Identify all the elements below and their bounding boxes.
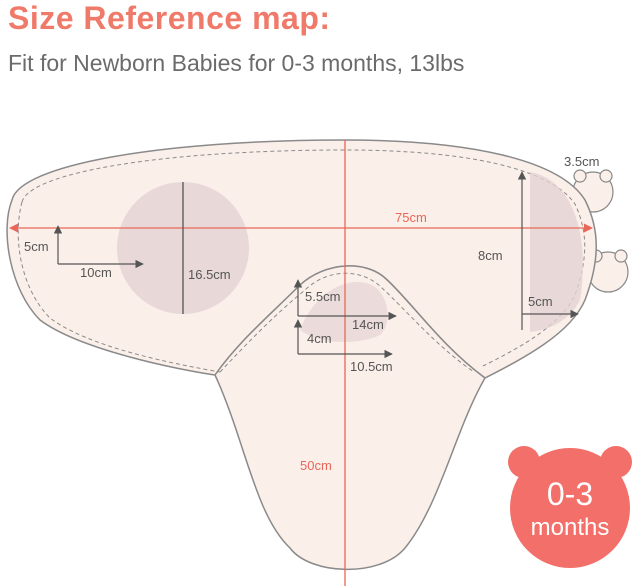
- page-subtitle: Fit for Newborn Babies for 0-3 months, 1…: [8, 50, 465, 76]
- neck-zone: [300, 282, 388, 342]
- badge-age-range: 0-3: [547, 476, 593, 512]
- total-length-label: 50cm: [300, 458, 332, 473]
- hood-width-label: 5cm: [528, 294, 553, 309]
- tab-height-label: 3.5cm: [564, 154, 599, 169]
- badge-face: [510, 448, 630, 568]
- top-tab-icon: [572, 169, 614, 213]
- hood-zone: [530, 172, 583, 332]
- left-length-label: 10cm: [80, 265, 112, 280]
- page-title: Size Reference map:: [8, 0, 331, 36]
- inner-height-label: 4cm: [307, 331, 332, 346]
- inner-width-label: 10.5cm: [350, 359, 393, 374]
- arm-circle-label: 16.5cm: [188, 267, 231, 282]
- neck-width-label: 14cm: [352, 317, 384, 332]
- hood-height-label: 8cm: [478, 248, 503, 263]
- age-badge: 0-3 months: [508, 446, 632, 568]
- neck-height-label: 5.5cm: [305, 289, 340, 304]
- badge-unit: months: [531, 514, 610, 541]
- left-offset-label: 5cm: [24, 239, 49, 254]
- swaddle-stitch-inner: [219, 272, 475, 373]
- total-width-label: 75cm: [395, 210, 427, 225]
